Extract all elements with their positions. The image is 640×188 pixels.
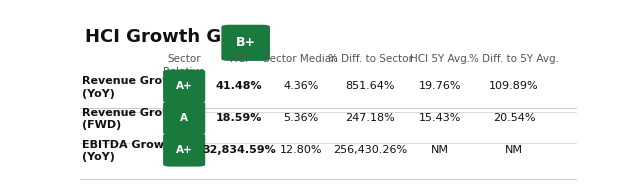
Text: 20.54%: 20.54% <box>493 113 535 123</box>
Text: HCI 5Y Avg.: HCI 5Y Avg. <box>410 54 470 64</box>
Text: NM: NM <box>505 145 523 155</box>
Text: Revenue Growth
(YoY): Revenue Growth (YoY) <box>83 76 186 99</box>
Text: Sector Median: Sector Median <box>263 54 338 64</box>
Text: 4.36%: 4.36% <box>283 81 319 91</box>
Text: HCI Growth Grade: HCI Growth Grade <box>85 28 267 46</box>
Text: EBITDA Growth
(YoY): EBITDA Growth (YoY) <box>83 140 178 162</box>
Text: 32,834.59%: 32,834.59% <box>202 145 276 155</box>
Text: 12.80%: 12.80% <box>280 145 322 155</box>
Text: 247.18%: 247.18% <box>346 113 395 123</box>
Text: 15.43%: 15.43% <box>419 113 461 123</box>
Text: A+: A+ <box>176 145 193 155</box>
Text: 41.48%: 41.48% <box>216 81 262 91</box>
Text: % Diff. to Sector: % Diff. to Sector <box>328 54 413 64</box>
Text: A: A <box>180 113 188 123</box>
Text: NM: NM <box>431 145 449 155</box>
Text: B+: B+ <box>236 36 256 49</box>
Text: 109.89%: 109.89% <box>489 81 539 91</box>
FancyBboxPatch shape <box>163 133 205 167</box>
Text: 851.64%: 851.64% <box>346 81 395 91</box>
Text: 5.36%: 5.36% <box>283 113 318 123</box>
FancyBboxPatch shape <box>221 25 270 61</box>
Text: 18.59%: 18.59% <box>216 113 262 123</box>
Text: Revenue Growth
(FWD): Revenue Growth (FWD) <box>83 108 186 130</box>
FancyBboxPatch shape <box>163 102 205 135</box>
Text: % Diff. to 5Y Avg.: % Diff. to 5Y Avg. <box>469 54 559 64</box>
Text: Sector
Relative
Grade: Sector Relative Grade <box>163 54 205 89</box>
Text: 256,430.26%: 256,430.26% <box>333 145 407 155</box>
FancyBboxPatch shape <box>163 70 205 103</box>
Text: HCI: HCI <box>230 54 248 64</box>
Text: A+: A+ <box>176 81 193 91</box>
Text: 19.76%: 19.76% <box>419 81 461 91</box>
